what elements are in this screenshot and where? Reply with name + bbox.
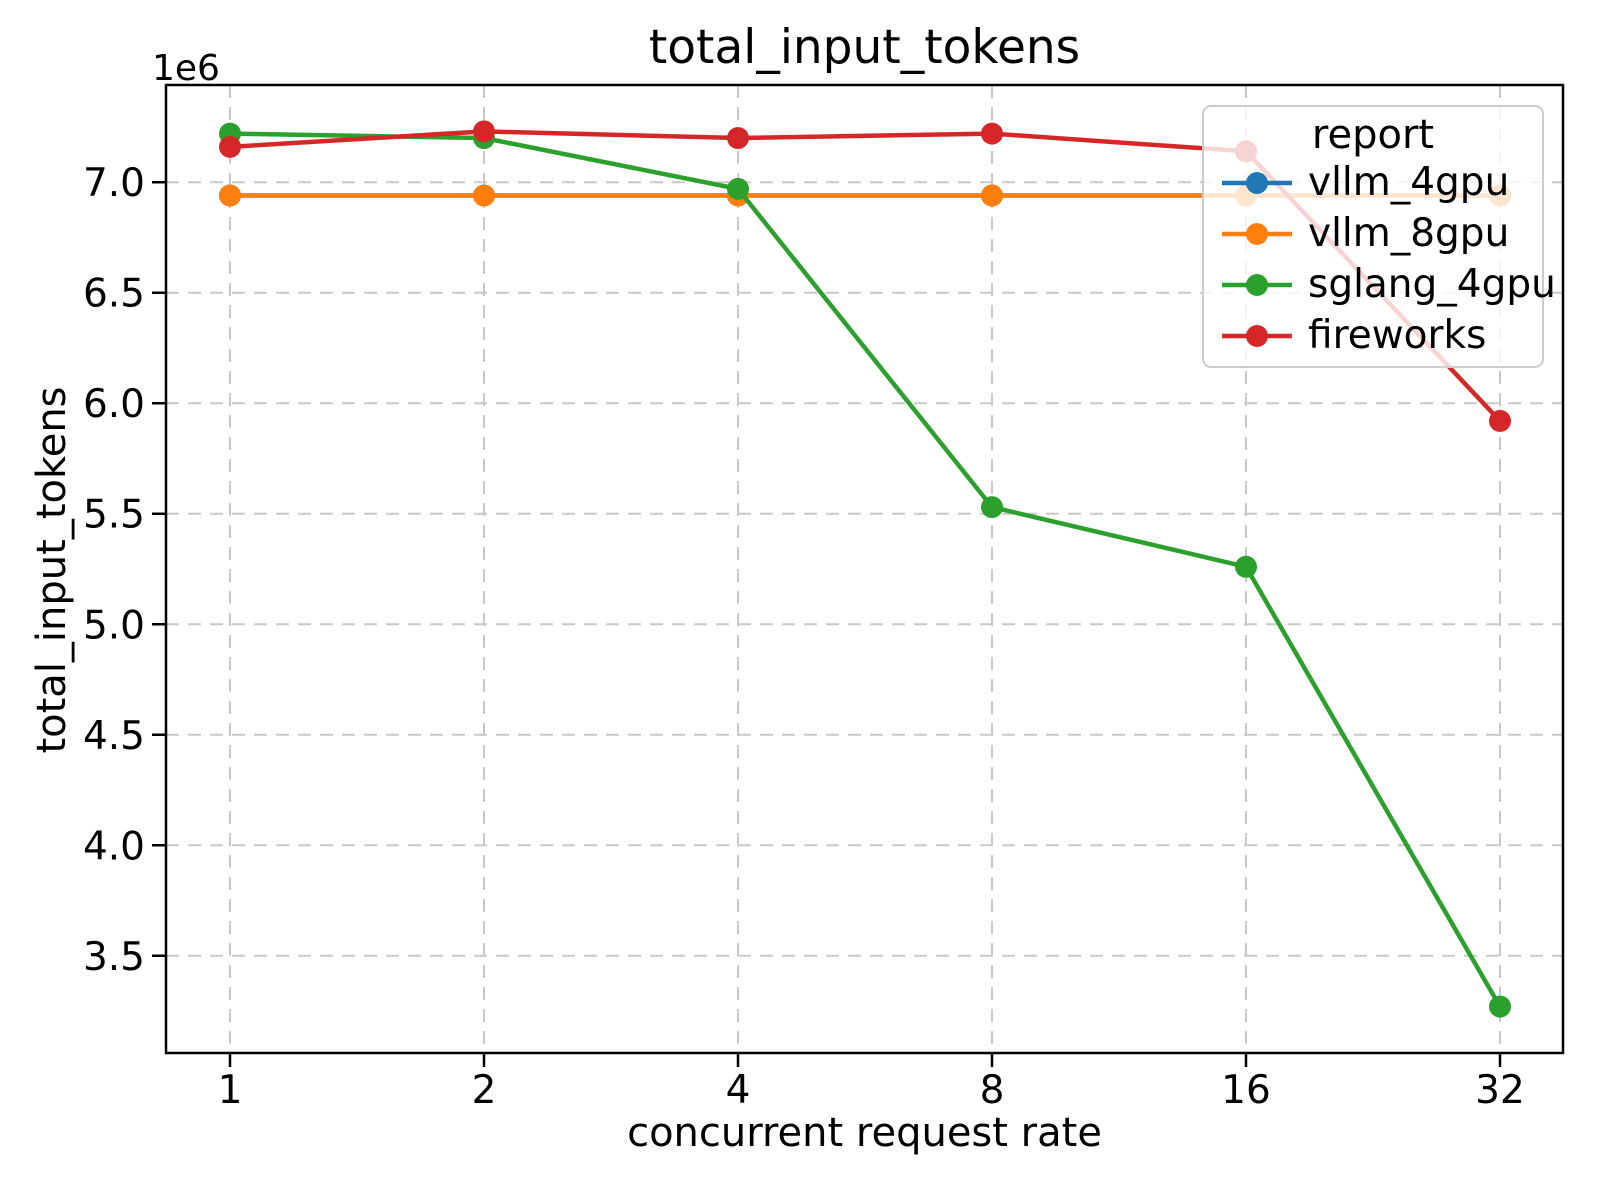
data-point-fireworks: [219, 135, 241, 158]
legend-item-sglang_4gpu: sglang_4gpu: [1204, 259, 1556, 310]
data-point-fireworks: [1489, 409, 1511, 432]
legend-item-fireworks: fireworks: [1204, 310, 1542, 361]
data-point-fireworks: [473, 120, 495, 143]
y-tick-label: 6.0: [83, 382, 145, 427]
x-tick-label: 1: [218, 1068, 243, 1113]
data-point-vllm_8gpu: [219, 184, 241, 207]
legend-item-vllm_8gpu: vllm_8gpu: [1204, 208, 1542, 259]
data-point-vllm_8gpu: [473, 184, 495, 207]
y-tick-label: 5.5: [83, 493, 145, 538]
data-point-sglang_4gpu: [981, 496, 1003, 519]
x-tick-label: 2: [472, 1068, 497, 1113]
x-tick-label: 8: [980, 1068, 1005, 1113]
x-tick-label: 4: [726, 1068, 751, 1113]
data-point-fireworks: [981, 122, 1003, 145]
axes-frame: [164, 83, 1565, 1055]
legend-items: vllm_4gpu vllm_8gpu sglang_4gpu fireworks: [1204, 157, 1556, 361]
legend-sample-icon: [1222, 273, 1292, 296]
chart-title: total_input_tokens: [648, 20, 1081, 75]
legend-label: fireworks: [1308, 313, 1487, 358]
y-tick-label: 5.0: [83, 603, 145, 648]
legend-sample-icon: [1222, 222, 1292, 245]
y-tick-label: 7.0: [83, 161, 145, 206]
y-axis-offset-label: 1e6: [152, 48, 220, 89]
data-point-sglang_4gpu: [1489, 995, 1511, 1018]
legend-label: vllm_8gpu: [1308, 211, 1510, 256]
legend-title: report: [1311, 112, 1435, 158]
data-point-fireworks: [727, 127, 749, 150]
y-tick-label: 6.5: [83, 272, 145, 317]
legend-sample-icon: [1222, 324, 1292, 347]
legend-sample-icon: [1222, 171, 1292, 194]
y-tick-label: 4.5: [83, 714, 145, 759]
x-tick-label: 32: [1475, 1068, 1525, 1113]
y-tick-label: 4.0: [83, 824, 145, 869]
series-line-sglang_4gpu: [227, 131, 1503, 1009]
x-tick-label: 16: [1221, 1068, 1271, 1113]
data-point-vllm_8gpu: [981, 184, 1003, 207]
legend-label: sglang_4gpu: [1308, 262, 1556, 307]
legend-item-vllm_4gpu: vllm_4gpu: [1204, 157, 1542, 208]
y-tick-label: 3.5: [83, 935, 145, 980]
x-axis-label: concurrent request rate: [627, 1110, 1102, 1156]
legend-label: vllm_4gpu: [1308, 160, 1510, 205]
data-point-sglang_4gpu: [1235, 555, 1257, 578]
y-axis-label: total_input_tokens: [29, 386, 75, 754]
data-point-sglang_4gpu: [727, 177, 749, 200]
